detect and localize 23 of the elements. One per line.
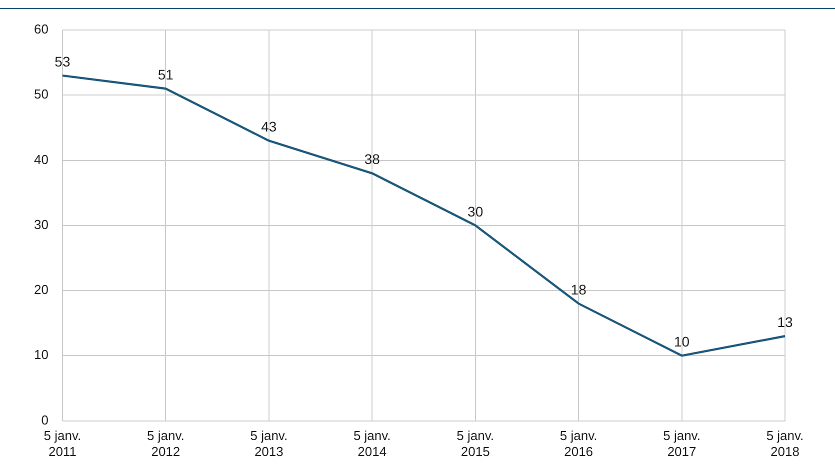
y-tick-label: 0 bbox=[41, 412, 48, 428]
y-tick-label: 30 bbox=[34, 216, 48, 232]
x-tick-label: 5 janv. 2012 bbox=[147, 428, 184, 459]
x-tick-label: 5 janv. 2017 bbox=[663, 428, 700, 459]
data-label: 30 bbox=[468, 203, 484, 220]
x-tick-label: 5 janv. 2016 bbox=[560, 428, 598, 459]
x-tick-label: 5 janv. 2013 bbox=[250, 428, 288, 459]
y-tick-label: 50 bbox=[34, 86, 48, 102]
data-label: 18 bbox=[570, 281, 587, 298]
y-tick-label: 40 bbox=[34, 152, 48, 167]
x-tick-label: 5 janv. 2011 bbox=[44, 428, 82, 459]
x-tick-label: 5 janv. 2015 bbox=[456, 428, 494, 459]
y-tick-label: 10 bbox=[34, 347, 48, 362]
data-label: 10 bbox=[674, 334, 690, 350]
data-label: 43 bbox=[261, 118, 277, 135]
x-tick-label: 5 janv. 2018 bbox=[766, 428, 804, 459]
y-tick-label: 60 bbox=[34, 22, 48, 37]
data-label: 51 bbox=[158, 66, 174, 82]
y-tick-label: 20 bbox=[34, 282, 48, 298]
data-label: 53 bbox=[54, 53, 70, 70]
data-label: 13 bbox=[777, 314, 793, 330]
data-label: 38 bbox=[364, 151, 380, 168]
x-tick-label: 5 janv. 2014 bbox=[353, 428, 391, 459]
